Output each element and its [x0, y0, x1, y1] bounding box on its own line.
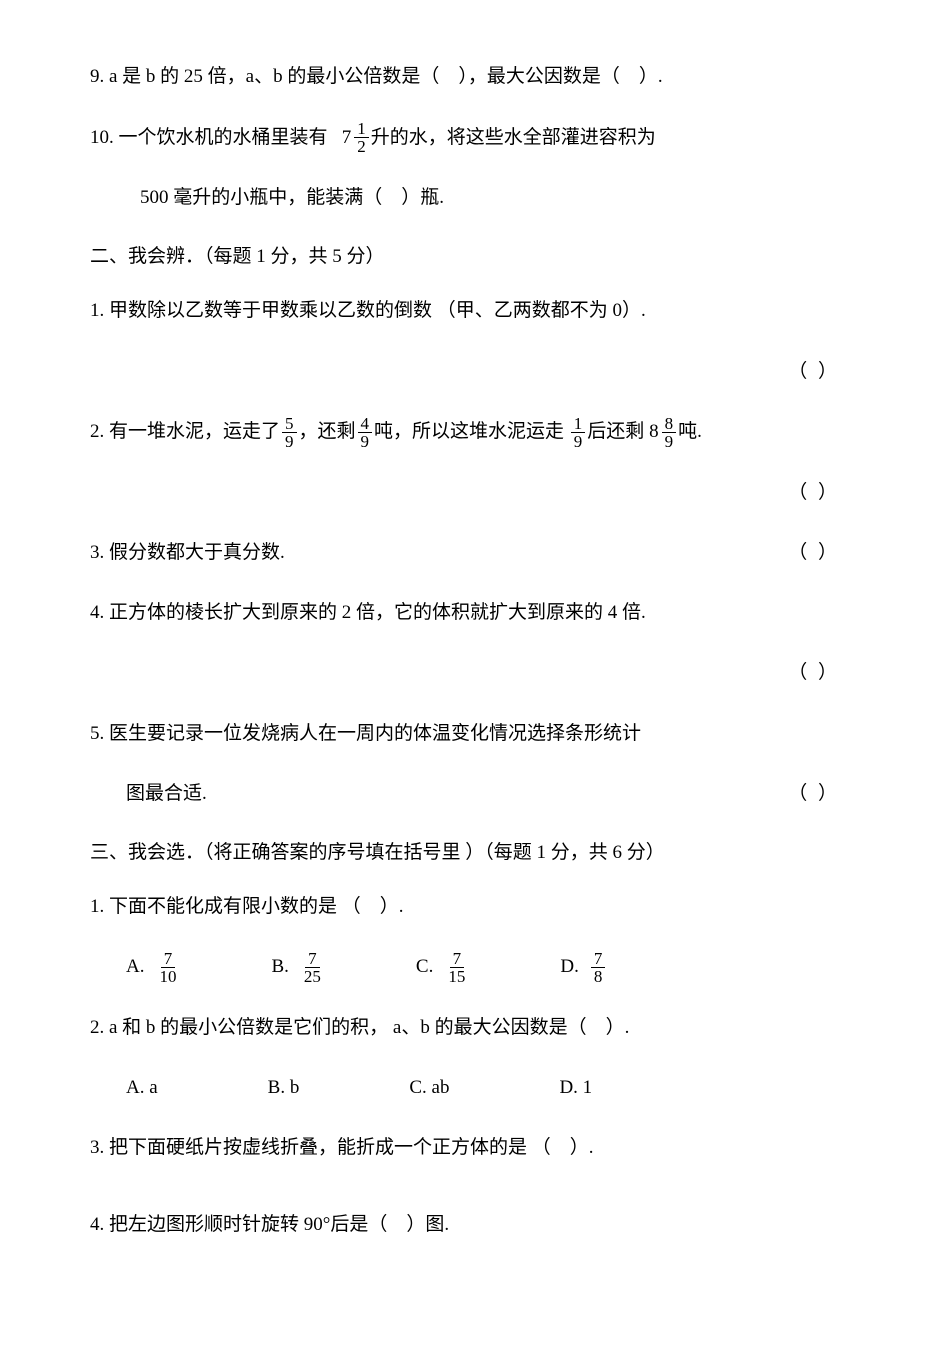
q10-text-c: 500 毫升的小瓶中，能装满（ [140, 181, 382, 215]
s2q2-text-a: 2. 有一堆水泥，运走了 [90, 415, 280, 449]
whole-part: 8 [649, 415, 659, 449]
s3-q3: 3. 把下面硬纸片按虚线折叠，能折成一个正方体的是 （ ）. [90, 1131, 860, 1165]
s3-q1: 1. 下面不能化成有限小数的是 （ ）. [90, 890, 860, 924]
option-a: A. 7 10 [126, 950, 181, 985]
q10-text-d: ）瓶. [401, 181, 444, 215]
s2q1-text: 1. 甲数除以乙数等于甲数乘以乙数的倒数 （甲、乙两数都不为 0）. [90, 294, 646, 328]
fraction: 5 9 [282, 415, 297, 450]
option-c: C. 7 15 [416, 950, 470, 985]
s2-q2: 2. 有一堆水泥，运走了 5 9 ，还剩 4 9 吨，所以这堆水泥运走 1 9 … [90, 415, 860, 450]
s2q3-text: 3. 假分数都大于真分数. [90, 536, 285, 570]
s3-q1-options: A. 7 10 B. 7 25 C. 7 15 D. 7 8 [90, 950, 860, 985]
s3q3-text-b: ）. [570, 1131, 594, 1165]
option-b: B. b [268, 1071, 300, 1105]
q9-text-b: ），最大公因数是（ [458, 60, 620, 94]
paren-blank: （ ） [788, 656, 840, 690]
s3q1-text: 1. 下面不能化成有限小数的是 （ [90, 890, 361, 924]
s2q5-text-a: 5. 医生要记录一位发烧病人在一周内的体温变化情况选择条形统计 [90, 717, 641, 751]
paren-blank: （ ） [788, 777, 860, 811]
q10-text-b: 升的水，将这些水全部灌进容积为 [371, 121, 656, 155]
fraction: 7 25 [301, 950, 324, 985]
option-d: D. 1 [559, 1071, 592, 1105]
s2q2-text-e: 吨. [678, 415, 702, 449]
section-3-title: 三、我会选．（将正确答案的序号填在括号里 ）（每题 1 分，共 6 分） [90, 837, 860, 864]
option-b: B. 7 25 [271, 950, 325, 985]
blank [387, 1208, 406, 1242]
s3-q4: 4. 把左边图形顺时针旋转 90°后是（ ）图. [90, 1208, 860, 1242]
s3q4-text: 4. 把左边图形顺时针旋转 90°后是（ [90, 1208, 387, 1242]
option-d: D. 7 8 [560, 950, 607, 985]
question-10-line2: 500 毫升的小瓶中，能装满（ ）瓶. [90, 181, 860, 215]
blank [382, 181, 401, 215]
blank [439, 60, 458, 94]
paren-blank: （ ） [788, 355, 840, 389]
s3q1-text-b: ）. [380, 890, 404, 924]
option-c: C. ab [409, 1071, 449, 1105]
blank [620, 60, 639, 94]
s2q2-text-b: ，还剩 [299, 415, 356, 449]
fraction: 1 2 [354, 120, 369, 155]
fraction: 1 9 [571, 415, 586, 450]
question-9: 9. a 是 b 的 25 倍，a、b 的最小公倍数是（ ），最大公因数是（ ）… [90, 60, 860, 94]
fraction: 7 8 [591, 950, 606, 985]
s2-q5-line2: 图最合适. （ ） [90, 777, 860, 811]
fraction: 8 9 [662, 415, 677, 450]
question-10-line1: 10. 一个饮水机的水桶里装有 7 1 2 升的水，将这些水全部灌进容积为 [90, 120, 860, 155]
paren-blank: （ ） [788, 476, 840, 510]
blank [551, 1131, 570, 1165]
fraction: 4 9 [358, 415, 373, 450]
q9-text-a: 9. a 是 b 的 25 倍，a、b 的最小公倍数是（ [90, 60, 439, 94]
s3q4-text-b: ）图. [406, 1208, 449, 1242]
s2-q1-paren: （ ） [90, 355, 860, 389]
s3q2-text-b: ）. [606, 1011, 630, 1045]
mixed-fraction: 8 8 9 [649, 415, 678, 450]
whole-part: 7 [342, 121, 352, 155]
s3-q2-options: A. a B. b C. ab D. 1 [90, 1071, 860, 1105]
s2-q1: 1. 甲数除以乙数等于甲数乘以乙数的倒数 （甲、乙两数都不为 0）. [90, 294, 860, 328]
fraction: 7 15 [445, 950, 468, 985]
q10-text-a: 10. 一个饮水机的水桶里装有 [90, 121, 328, 155]
fraction: 7 10 [156, 950, 179, 985]
s2q5-text-b: 图最合适. [126, 777, 207, 811]
option-a: A. a [126, 1071, 158, 1105]
q9-text-c: ）. [639, 60, 663, 94]
s2-q2-paren: （ ） [90, 476, 860, 510]
s2q2-text-c: 吨，所以这堆水泥运走 [374, 415, 564, 449]
paren-blank: （ ） [788, 536, 860, 570]
mixed-fraction: 7 1 2 [342, 120, 371, 155]
s2-q4: 4. 正方体的棱长扩大到原来的 2 倍，它的体积就扩大到原来的 4 倍. [90, 596, 860, 630]
s2q4-text: 4. 正方体的棱长扩大到原来的 2 倍，它的体积就扩大到原来的 4 倍. [90, 596, 646, 630]
s3-q2: 2. a 和 b 的最小公倍数是它们的积， a、b 的最大公因数是（ ）. [90, 1011, 860, 1045]
s3q3-text: 3. 把下面硬纸片按虚线折叠，能折成一个正方体的是 （ [90, 1131, 551, 1165]
s2q2-text-d: 后还剩 [587, 415, 644, 449]
section-2-title: 二、我会辨．（每题 1 分，共 5 分） [90, 241, 860, 268]
s3q2-text-a: 2. a 和 b 的最小公倍数是它们的积， a、b 的最大公因数是（ [90, 1011, 587, 1045]
s2-q3: 3. 假分数都大于真分数. （ ） [90, 536, 860, 570]
blank [587, 1011, 606, 1045]
blank [361, 890, 380, 924]
s2-q5-line1: 5. 医生要记录一位发烧病人在一周内的体温变化情况选择条形统计 [90, 717, 860, 751]
s2-q4-paren: （ ） [90, 656, 860, 690]
